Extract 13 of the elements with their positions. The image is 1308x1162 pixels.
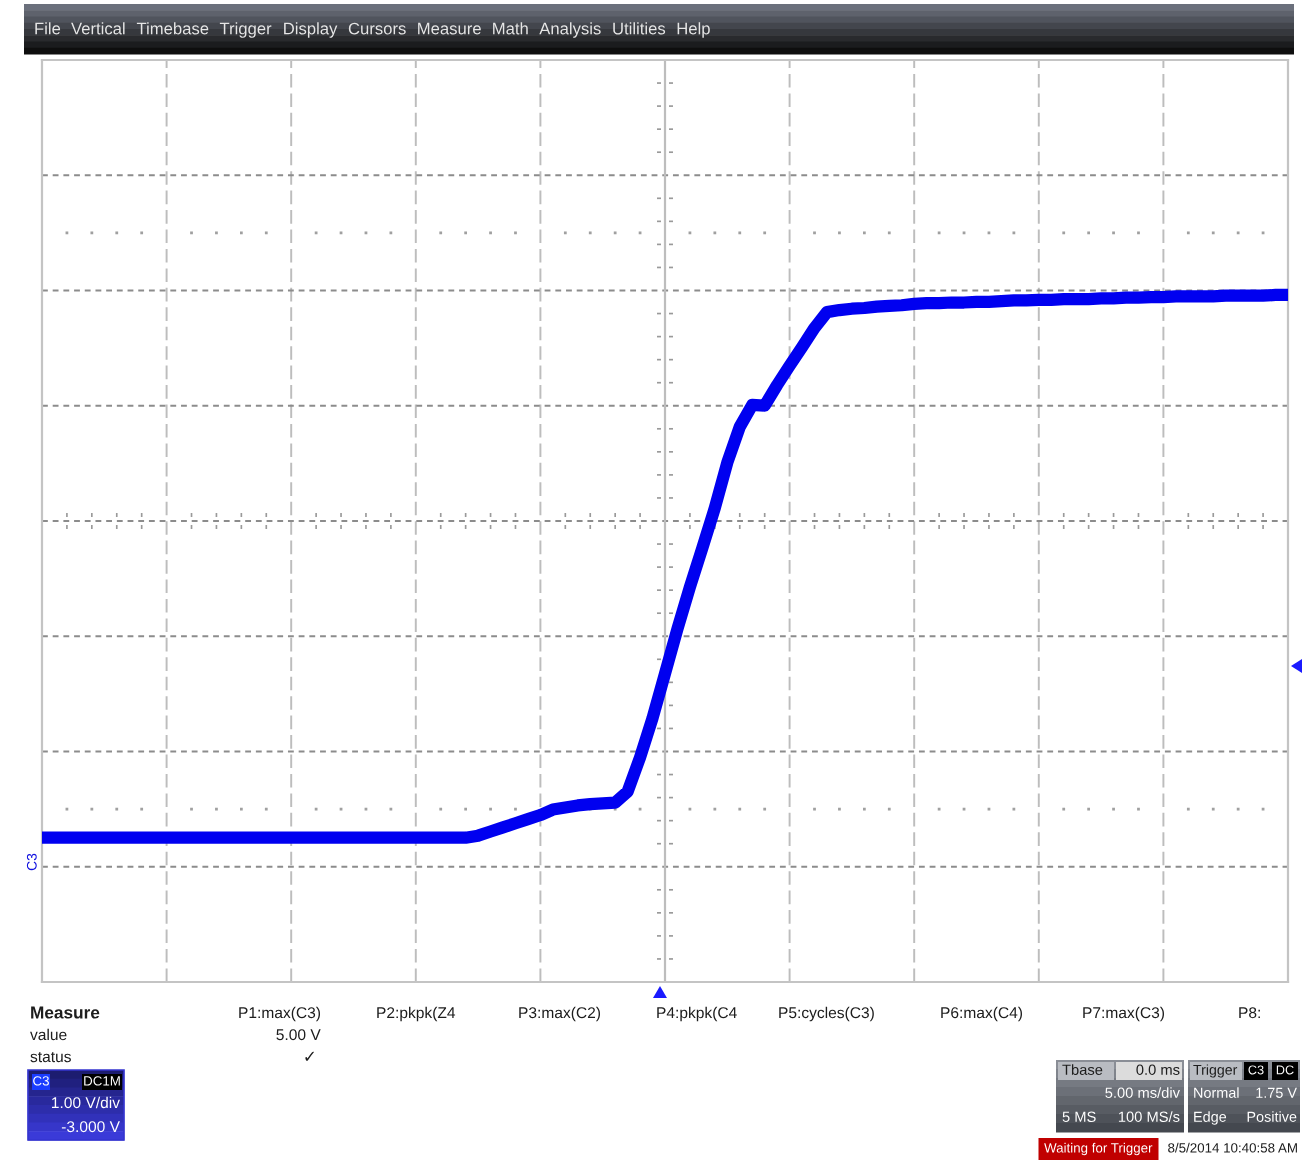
text: File bbox=[35, 22, 61, 35]
text: Utilities bbox=[613, 22, 666, 35]
text: Measure bbox=[418, 22, 481, 35]
text: Display bbox=[284, 22, 338, 38]
text: Math bbox=[493, 22, 528, 35]
text: Timebase bbox=[136, 22, 209, 35]
text: ✓ bbox=[305, 1051, 314, 1061]
text: Trigger bbox=[219, 22, 272, 38]
text: Analysis bbox=[539, 22, 601, 38]
text: Help bbox=[677, 22, 710, 38]
text: Measure bbox=[31, 1006, 100, 1019]
text: Cursors bbox=[348, 22, 406, 35]
text: Vertical bbox=[71, 22, 125, 35]
